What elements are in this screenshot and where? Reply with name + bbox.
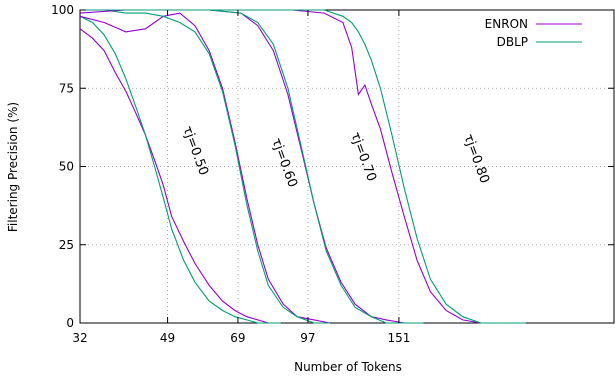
series-line-dblp [79, 15, 281, 324]
x-tick-label: 49 [160, 331, 175, 345]
axis-ticks: 0 25 50 75 100 32 49 69 97 151 [51, 3, 614, 345]
y-tick-label: 50 [59, 160, 74, 174]
curve-annotation: τj=0.70 [347, 130, 379, 183]
series-line-enron [79, 28, 281, 324]
y-axis-title: Filtering Precision (%) [6, 102, 20, 232]
curve-annotations: τj=0.50 τj=0.60 τj=0.70 τj=0.80 [179, 124, 492, 189]
y-tick-label: 25 [59, 238, 74, 252]
x-axis-title: Number of Tokens [294, 360, 402, 374]
curve-annotation: τj=0.60 [268, 136, 300, 189]
curve-annotation: τj=0.50 [179, 124, 211, 177]
series-line-enron [79, 12, 331, 324]
x-tick-label: 32 [72, 331, 87, 345]
series-line-dblp [80, 9, 526, 324]
x-tick-label: 151 [387, 331, 410, 345]
x-tick-label: 69 [230, 331, 245, 345]
x-tick-label: 97 [300, 331, 315, 345]
y-tick-label: 75 [59, 81, 74, 95]
y-tick-label: 100 [51, 3, 74, 17]
series-line-enron [80, 9, 526, 324]
legend-label: ENRON [485, 17, 528, 31]
series-layer [79, 9, 526, 324]
grid-lines [80, 10, 614, 323]
legend: ENRON DBLP [485, 17, 582, 49]
legend-label: DBLP [497, 35, 528, 49]
y-tick-label: 0 [66, 316, 74, 330]
series-line-dblp [80, 9, 330, 324]
curve-annotation: τj=0.80 [460, 132, 492, 185]
